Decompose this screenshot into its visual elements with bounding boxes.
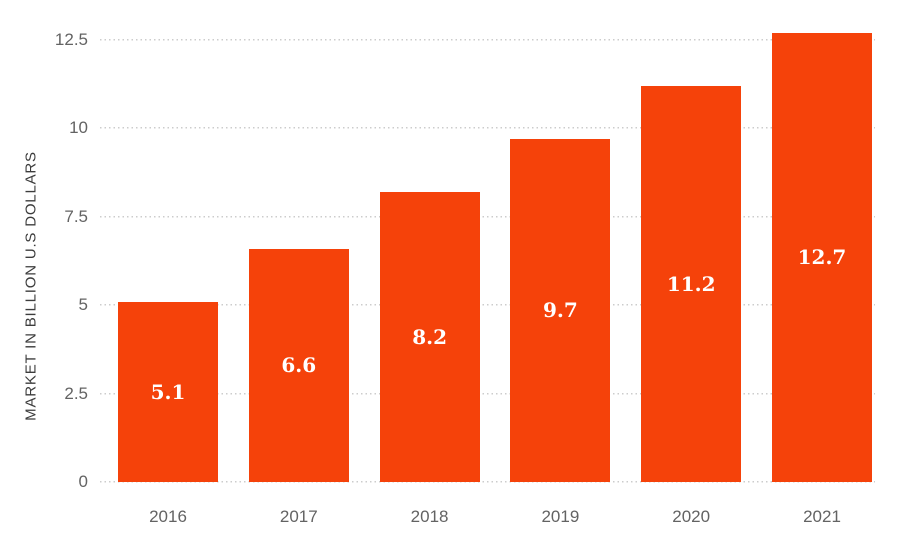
gridline (100, 481, 875, 483)
bar-2017: 6.6 (248, 248, 349, 482)
x-tick-label: 2021 (803, 507, 841, 526)
gridline (100, 304, 875, 307)
gridline (100, 39, 875, 41)
y-tick-label: 7.5 (64, 206, 88, 226)
bar-value-label: 12.7 (797, 245, 847, 270)
bar-value-label: 8.2 (412, 325, 447, 350)
bar-value-label: 9.7 (542, 298, 578, 323)
x-tick-label: 2016 (149, 507, 187, 526)
y-tick-label: 2.5 (64, 383, 88, 403)
bar-2019: 9.7 (510, 139, 611, 482)
bar-value-label: 5.1 (150, 379, 186, 404)
y-tick-label: 5 (78, 295, 88, 315)
y-tick-label: 0 (78, 472, 88, 491)
gridline (100, 127, 875, 130)
y-tick-label: 10 (69, 118, 88, 138)
y-axis-title: MARKET IN BILLION U.S DOLLARS (22, 151, 40, 421)
x-tick-label: 2019 (541, 507, 580, 526)
bar-2020: 11.2 (641, 85, 742, 482)
x-tick-label: 2020 (672, 507, 711, 526)
bar-value-label: 11.2 (666, 271, 716, 296)
y-tick-label: 12.5 (54, 30, 88, 49)
x-tick-label: 2018 (410, 507, 449, 526)
gridline (100, 215, 875, 218)
gridline (100, 392, 875, 395)
x-tick-label: 2017 (279, 507, 318, 526)
bar-value-label: 6.6 (281, 353, 317, 378)
bar-2021: 12.7 (772, 32, 872, 482)
bar-2016: 5.1 (118, 301, 218, 482)
bar-2018: 8.2 (379, 192, 480, 482)
